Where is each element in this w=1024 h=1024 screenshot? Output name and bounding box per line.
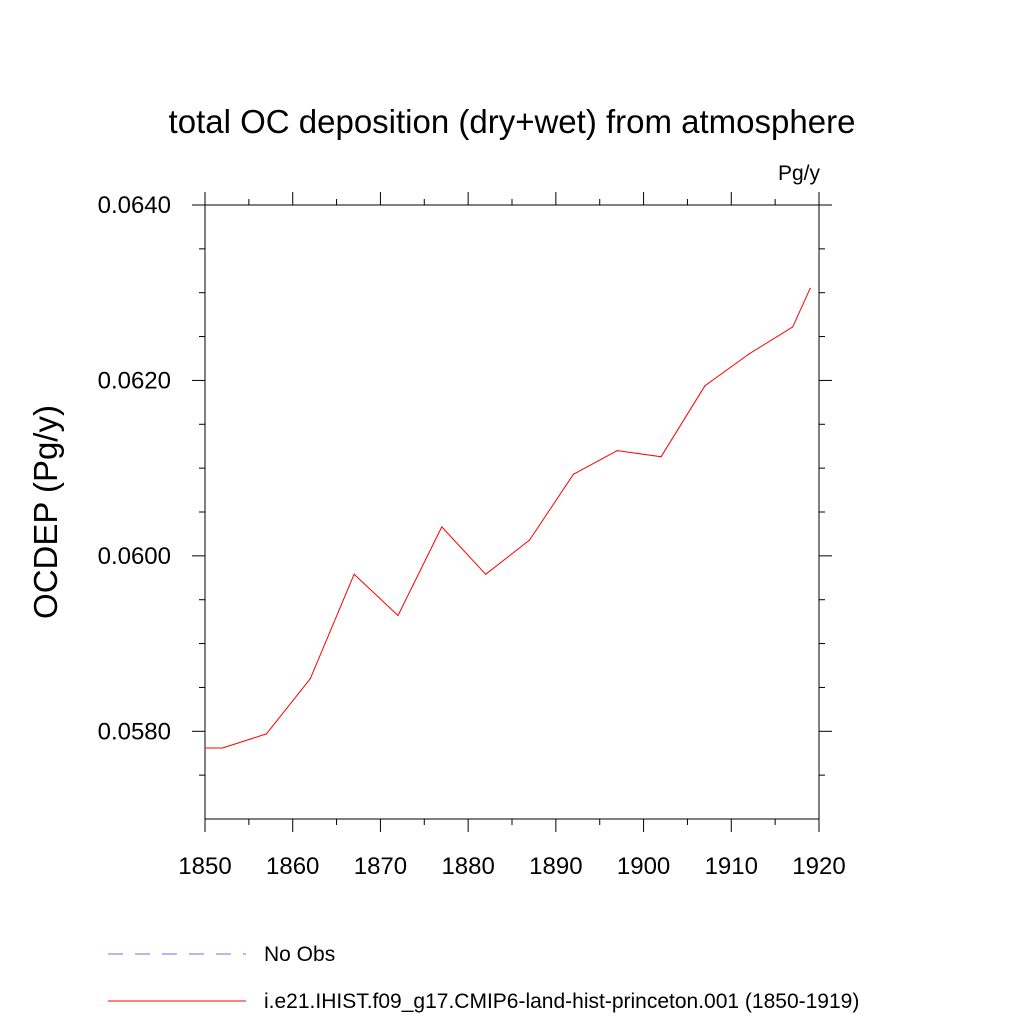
data-point bbox=[748, 353, 750, 355]
x-tick-label: 1920 bbox=[792, 853, 845, 880]
x-tick-label: 1910 bbox=[705, 853, 758, 880]
x-tick-label: 1860 bbox=[266, 853, 319, 880]
axis-ticks bbox=[192, 192, 832, 832]
data-point bbox=[660, 456, 662, 458]
data-point bbox=[485, 573, 487, 575]
data-point bbox=[704, 385, 706, 387]
series-group bbox=[204, 287, 811, 749]
legend: No Obs i.e21.IHIST.f09_g17.CMIP6-land-hi… bbox=[108, 943, 859, 1013]
x-tick-label: 1850 bbox=[178, 853, 231, 880]
chart-title: total OC deposition (dry+wet) from atmos… bbox=[169, 103, 856, 140]
x-tick-label: 1890 bbox=[529, 853, 582, 880]
data-point bbox=[441, 526, 443, 528]
y-tick-label: 0.0580 bbox=[98, 718, 171, 745]
x-tick-label: 1900 bbox=[617, 853, 670, 880]
series-line bbox=[205, 288, 811, 749]
data-point bbox=[809, 287, 811, 289]
legend-label-no-obs: No Obs bbox=[264, 943, 335, 966]
plot-frame bbox=[204, 204, 820, 820]
data-point bbox=[309, 678, 311, 680]
data-point bbox=[572, 473, 575, 475]
y-tick-label: 0.0620 bbox=[98, 367, 171, 394]
x-tick-label: 1870 bbox=[354, 853, 407, 880]
legend-label-model-run: i.e21.IHIST.f09_g17.CMIP6-land-hist-prin… bbox=[264, 990, 859, 1013]
data-point bbox=[265, 733, 267, 735]
axis-tick-labels: 1850 1860 1870 1880 1890 1900 1910 1920 0.0580 0.… bbox=[98, 192, 846, 880]
y-tick-label: 0.0600 bbox=[98, 543, 171, 570]
units-label: Pg/y bbox=[778, 162, 821, 185]
data-point bbox=[792, 326, 794, 328]
data-point bbox=[397, 614, 399, 617]
data-point bbox=[353, 573, 355, 575]
y-axis-label: OCDEP (Pg/y) bbox=[27, 405, 64, 619]
data-point bbox=[204, 747, 206, 749]
data-point bbox=[528, 539, 531, 541]
data-point bbox=[221, 747, 224, 749]
x-tick-label: 1880 bbox=[441, 853, 494, 880]
y-tick-label: 0.0640 bbox=[98, 192, 171, 219]
data-point bbox=[616, 450, 618, 452]
